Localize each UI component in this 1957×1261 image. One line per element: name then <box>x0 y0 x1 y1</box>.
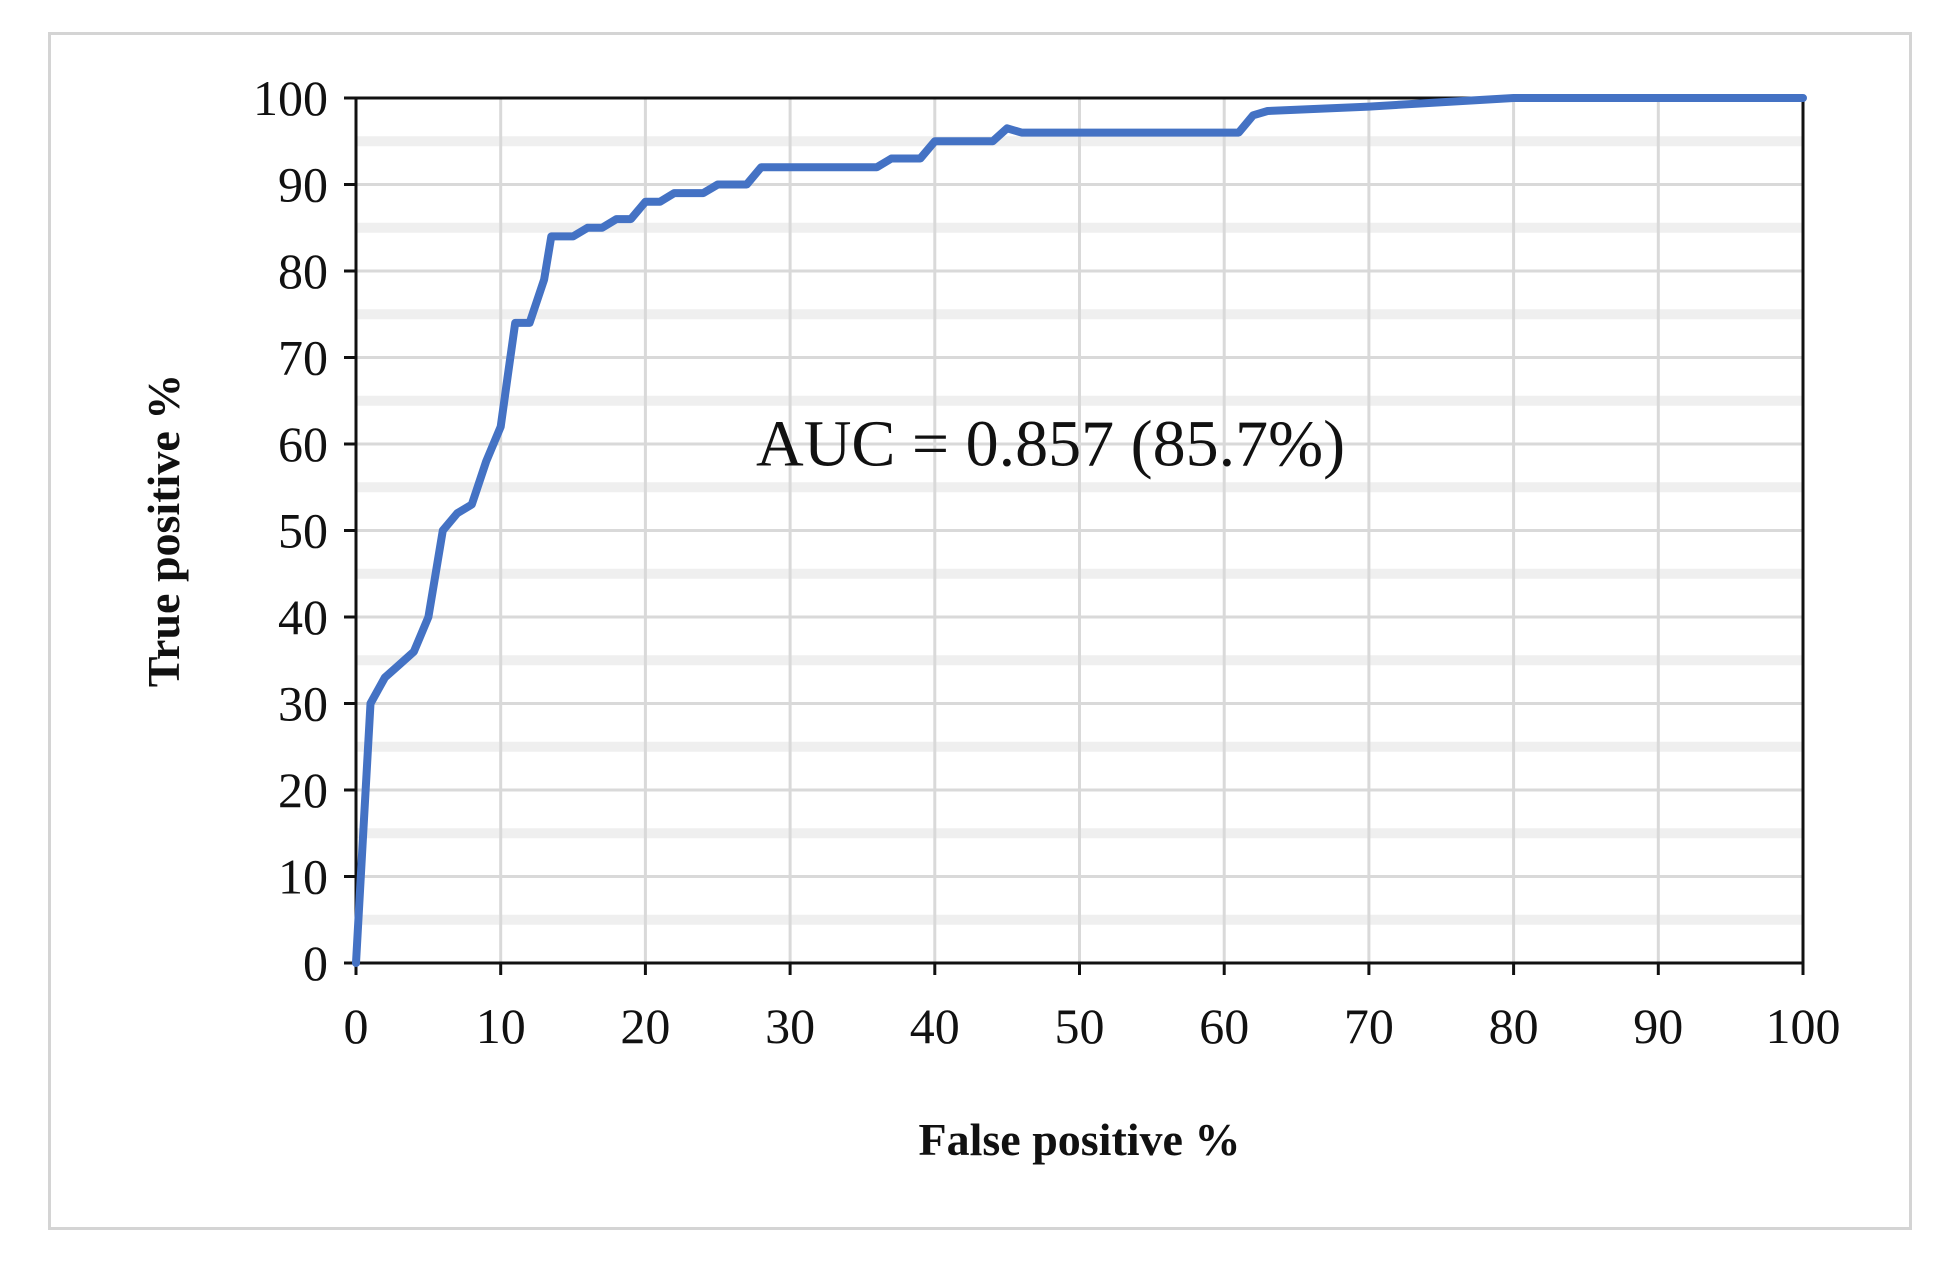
auc-annotation: AUC = 0.857 (85.7%) <box>756 408 1345 481</box>
y-tick-label: 20 <box>278 762 328 818</box>
x-tick-label: 70 <box>1344 998 1394 1054</box>
y-tick-label: 60 <box>278 416 328 472</box>
x-tick-label: 60 <box>1199 998 1249 1054</box>
grid <box>354 96 1805 965</box>
x-tick-label: 30 <box>765 998 815 1054</box>
x-axis-title: False positive % <box>919 1114 1241 1165</box>
roc-chart: 0 10 20 30 40 50 60 70 80 90 100 0 10 20 30 40 50 60 70 80… <box>138 70 1841 1165</box>
y-tick-label: 70 <box>278 330 328 386</box>
y-tick-label: 0 <box>303 935 328 991</box>
chart-frame: 0 10 20 30 40 50 60 70 80 90 100 0 10 20 30 40 50 60 70 80… <box>48 32 1912 1230</box>
y-tick-label: 50 <box>278 503 328 559</box>
y-tick-label: 10 <box>278 849 328 905</box>
y-tick-labels: 0 10 20 30 40 50 60 70 80 90 100 <box>253 70 328 991</box>
x-tick-label: 0 <box>344 998 369 1054</box>
y-tick-label: 100 <box>253 70 328 126</box>
y-tick-label: 40 <box>278 589 328 645</box>
x-tick-label: 90 <box>1633 998 1683 1054</box>
y-tick-label: 90 <box>278 157 328 213</box>
x-tick-label: 50 <box>1055 998 1105 1054</box>
x-tick-label: 20 <box>620 998 670 1054</box>
x-tick-label: 80 <box>1489 998 1539 1054</box>
y-tick-label: 80 <box>278 243 328 299</box>
x-tick-labels: 0 10 20 30 40 50 60 70 80 90 100 <box>344 998 1841 1054</box>
y-axis-title: True positive % <box>138 374 189 687</box>
x-tick-label: 100 <box>1766 998 1841 1054</box>
x-tick-label: 10 <box>476 998 526 1054</box>
roc-curve-line <box>352 94 1807 967</box>
y-tick-label: 30 <box>278 676 328 732</box>
x-tick-label: 40 <box>910 998 960 1054</box>
